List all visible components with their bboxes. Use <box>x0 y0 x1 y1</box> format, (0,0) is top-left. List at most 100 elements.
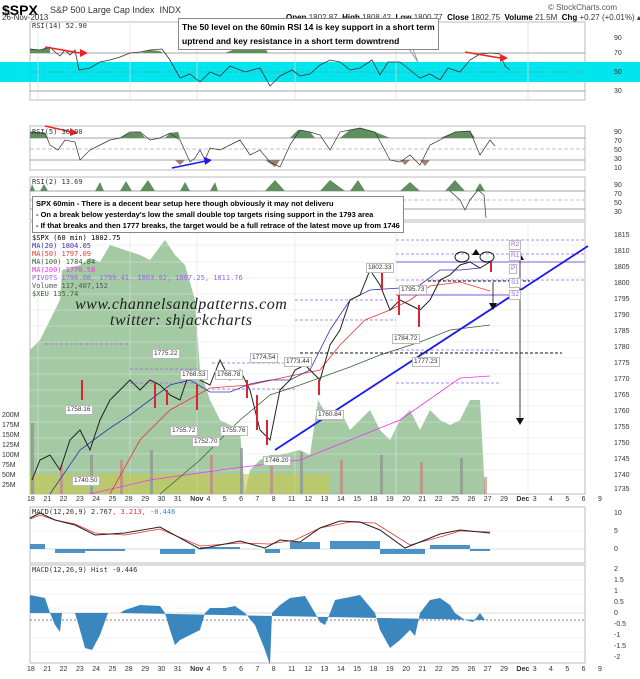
quote-bar: Open 1802.87 High 1808.42 Low 1800.77 Cl… <box>286 13 640 22</box>
price-label: 1768.78 <box>215 370 243 380</box>
x-tick: 22 <box>59 666 68 673</box>
volume-tick: 150M <box>2 432 20 439</box>
x-tick: 31 <box>173 496 182 503</box>
x-tick: 19 <box>385 496 394 503</box>
pivot-p: P <box>509 264 518 274</box>
index-name: S&P 500 Large Cap Index INDX <box>50 5 181 15</box>
x-tick: 18 <box>27 666 35 673</box>
x-tick: 21 <box>418 666 427 673</box>
x-tick: 20 <box>402 496 411 503</box>
x-tick: 23 <box>75 666 84 673</box>
y-tick: 1750 <box>614 440 630 447</box>
x-tick: 11 <box>288 666 296 673</box>
y-tick: 1815 <box>614 232 630 239</box>
pivot-r1: R1 <box>509 251 522 261</box>
x-tick: 20 <box>402 666 411 673</box>
volume-tick: 50M <box>2 472 16 479</box>
x-tick: 24 <box>92 666 101 673</box>
x-tick: 14 <box>336 496 345 503</box>
main-annotation: SPX 60min - There is a decent bear setup… <box>32 196 404 233</box>
y-tick: 50 <box>614 69 622 76</box>
y-tick: -1.5 <box>614 643 627 650</box>
y-tick: 70 <box>614 191 622 198</box>
x-axis-main: 18 21 22 23 24 25 28 29 30 31 Nov 4 5 6 7 8 11 12 13 14 15 18… <box>0 496 640 506</box>
x-tick: Nov <box>190 666 204 673</box>
y-tick: 50 <box>614 200 622 207</box>
y-tick: 1790 <box>614 312 630 319</box>
y-tick: 0 <box>614 610 618 617</box>
x-tick: 3 <box>532 496 537 503</box>
x-tick: 13 <box>320 666 329 673</box>
rsi2-title: RSI(2) 13.69 <box>32 178 83 186</box>
x-tick: 5 <box>565 666 570 673</box>
y-tick: -0.5 <box>614 621 627 628</box>
price-label: 1758.16 <box>65 405 93 415</box>
x-tick: 24 <box>92 496 101 503</box>
y-tick: 0.5 <box>614 599 624 606</box>
y-tick: 70 <box>614 50 622 57</box>
x-tick: Dec <box>516 496 530 503</box>
x-tick: 25 <box>108 496 117 503</box>
y-tick: 1740 <box>614 472 630 479</box>
x-tick: 6 <box>239 496 243 503</box>
rsi14-title: RSI(14) 52.90 <box>32 22 87 30</box>
y-tick: 30 <box>614 88 622 95</box>
y-tick: -2 <box>614 654 621 661</box>
x-tick: 29 <box>500 496 508 503</box>
x-tick: 30 <box>157 666 166 673</box>
x-tick: 22 <box>434 496 443 503</box>
y-tick: 90 <box>614 129 622 136</box>
price-label: 1773.44 <box>284 357 312 367</box>
y-tick: 1775 <box>614 360 630 367</box>
symbol: $SPX <box>2 2 38 18</box>
x-axis-bottom: 18 21 22 23 24 25 28 29 30 31 Nov 4 5 6 7 8 11 12 13 14 15 18… <box>0 666 640 676</box>
x-tick: 5 <box>565 496 570 503</box>
y-tick: 90 <box>614 182 622 189</box>
x-tick: 9 <box>598 496 602 503</box>
x-tick: 6 <box>239 666 243 673</box>
rsi14-annotation: The 50 level on the 60min RSI 14 is key … <box>178 18 439 50</box>
chart-date: 26-Nov-2013 <box>2 13 49 22</box>
x-tick: 18 <box>27 496 35 503</box>
x-tick: 29 <box>141 496 149 503</box>
x-tick: 25 <box>451 496 459 503</box>
watermark-site: www.channelsandpatterns.com <box>75 296 288 313</box>
x-tick: 23 <box>75 496 84 503</box>
pivot-s2: S2 <box>509 290 521 300</box>
x-tick: 22 <box>434 666 443 673</box>
y-tick: 30 <box>614 209 622 216</box>
y-tick: 1800 <box>614 280 630 287</box>
price-legend: $SPX (60 min) 1802.75 MA(20) 1804.05 MA(… <box>32 234 243 298</box>
watermark-twitter: twitter: shjackcharts <box>110 312 253 329</box>
x-tick: 8 <box>271 666 276 673</box>
x-tick: 5 <box>222 666 227 673</box>
volume-tick: 200M <box>2 412 20 419</box>
x-tick: 15 <box>353 496 362 503</box>
rsi5-title: RSI(5) 36.00 <box>32 128 83 136</box>
volume-tick: 75M <box>2 462 16 469</box>
y-tick: 1805 <box>614 264 630 271</box>
price-label: 1774.54 <box>250 353 278 363</box>
price-label: 1777.23 <box>412 357 440 367</box>
y-tick: 10 <box>614 165 622 172</box>
x-tick: 8 <box>271 496 276 503</box>
x-tick: 18 <box>369 666 378 673</box>
x-tick: 4 <box>206 496 211 503</box>
y-tick: 70 <box>614 138 622 145</box>
x-tick: 21 <box>43 496 52 503</box>
x-tick: 12 <box>304 496 313 503</box>
x-tick: 4 <box>549 666 553 673</box>
x-tick: 9 <box>598 666 602 673</box>
x-tick: 31 <box>173 666 182 673</box>
price-label: 1760.84 <box>316 410 344 420</box>
volume-tick: 25M <box>2 482 16 489</box>
x-tick: 6 <box>581 496 586 503</box>
x-tick: 4 <box>206 666 211 673</box>
x-tick: 28 <box>124 496 133 503</box>
y-tick: 1 <box>614 588 618 595</box>
x-tick: 3 <box>532 666 537 673</box>
y-tick: 0 <box>614 546 618 553</box>
x-tick: 11 <box>288 496 296 503</box>
price-label: 1775.22 <box>152 349 180 359</box>
y-tick: 1760 <box>614 408 630 415</box>
